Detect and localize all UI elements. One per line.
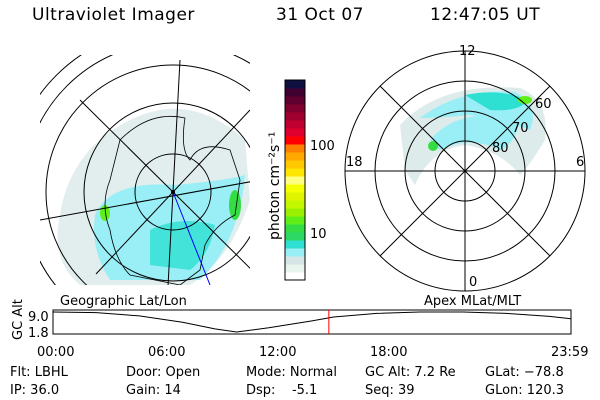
ytick-9: 9.0	[28, 310, 49, 325]
colorbar-swatch	[285, 80, 305, 89]
door-value: Door: Open	[126, 365, 201, 380]
time-label: 12:47:05 UT	[430, 5, 541, 25]
colorbar-swatch	[285, 144, 305, 153]
colorbar-swatch	[285, 128, 305, 137]
colorbar-swatch	[285, 232, 305, 241]
ytick-1-8: 1.8	[28, 326, 49, 341]
xtick-6: 06:00	[148, 345, 186, 360]
altitude-ylabel: GC Alt	[11, 299, 26, 340]
apex-label: Apex MLat/MLT	[424, 294, 522, 309]
seq-value: Seq: 39	[365, 383, 415, 398]
colorbar-swatch	[285, 192, 305, 201]
lat-label-70: 70	[512, 121, 529, 136]
colorbar	[285, 80, 305, 281]
colorbar-swatch	[285, 96, 305, 105]
altitude-plot-frame	[52, 309, 572, 335]
colorbar-swatch	[285, 264, 305, 273]
lat-label-80: 80	[492, 141, 509, 156]
colorbar-swatch	[285, 200, 305, 209]
colorbar-swatch	[285, 208, 305, 217]
xtick-24: 23:59	[551, 345, 589, 360]
geographic-label: Geographic Lat/Lon	[60, 294, 187, 309]
colorbar-swatch	[285, 224, 305, 233]
xtick-18: 18:00	[370, 345, 408, 360]
colorbar-swatch	[285, 136, 305, 145]
colorbar-tick-10: 10	[310, 227, 327, 242]
gain-value: Gain: 14	[126, 383, 181, 398]
colorbar-tick-100: 100	[310, 139, 335, 154]
instrument-title: Ultraviolet Imager	[32, 5, 195, 25]
colorbar-swatch	[285, 88, 305, 97]
colorbar-swatch	[285, 176, 305, 185]
ip-value: IP: 36.0	[10, 383, 60, 398]
mlt-label-18: 18	[346, 155, 363, 170]
xtick-12: 12:00	[259, 345, 297, 360]
colorbar-swatch	[285, 152, 305, 161]
dsp-value: Dsp: -5.1	[246, 383, 318, 398]
gc-alt-value: GC Alt: 7.2 Re	[365, 365, 456, 380]
polar-map	[344, 50, 586, 292]
geographic-map	[40, 55, 250, 285]
xtick-0: 00:00	[37, 345, 75, 360]
filter-value: Flt: LBHL	[10, 365, 68, 380]
colorbar-swatch	[285, 168, 305, 177]
colorbar-swatch	[285, 216, 305, 225]
mode-value: Mode: Normal	[246, 365, 337, 380]
colorbar-swatch	[285, 248, 305, 257]
lat-label-60: 60	[535, 97, 552, 112]
colorbar-swatch	[285, 104, 305, 113]
glon-value: GLon: 120.3	[485, 383, 565, 398]
colorbar-swatch	[285, 272, 305, 281]
colorbar-swatch	[285, 240, 305, 249]
colorbar-swatch	[285, 184, 305, 193]
altitude-curve	[52, 311, 572, 333]
glat-value: GLat: −78.8	[485, 365, 564, 380]
mlt-label-0: 0	[469, 275, 478, 290]
mlt-label-6: 6	[576, 155, 585, 170]
colorbar-swatch	[285, 160, 305, 169]
colorbar-unit-label: photon cm⁻²s⁻¹	[267, 131, 283, 240]
colorbar-swatch	[285, 256, 305, 265]
colorbar-swatch	[285, 120, 305, 129]
mlt-label-12: 12	[459, 44, 476, 59]
colorbar-swatch	[285, 112, 305, 121]
date-label: 31 Oct 07	[276, 5, 364, 25]
